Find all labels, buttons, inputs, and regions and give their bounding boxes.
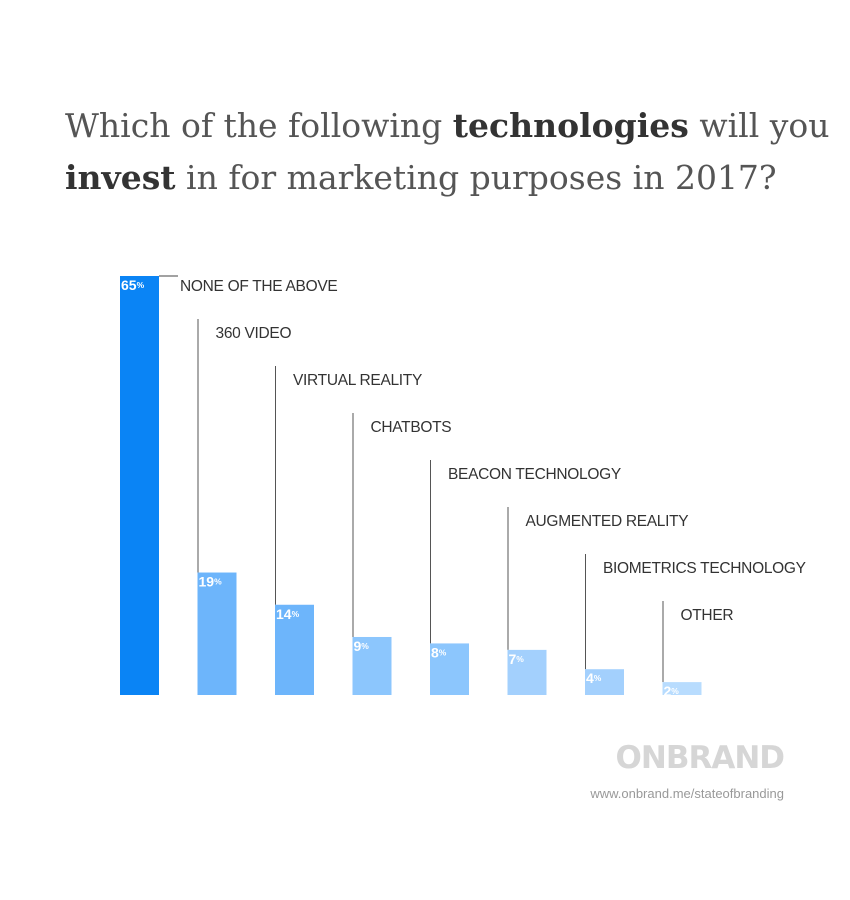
brand-url[interactable]: www.onbrand.me/stateofbranding — [590, 786, 784, 801]
title-text: Which of the following — [65, 106, 453, 145]
title-text: will you — [688, 106, 830, 145]
category-label: 360 VIDEO — [216, 325, 292, 342]
bar-value-label: 65% — [121, 277, 145, 293]
bar-value-label: 19% — [199, 574, 223, 590]
category-label: VIRTUAL REALITY — [293, 372, 422, 389]
chart-title: Which of the following technologies will… — [65, 100, 830, 204]
category-label: BEACON TECHNOLOGY — [448, 466, 621, 483]
bar-chart: 65% NONE OF THE ABOVE 19% 360 VIDEO 14% VIRTU… — [120, 275, 807, 699]
bar-value-label: 2% — [664, 683, 680, 699]
bar — [585, 669, 624, 695]
title-text: in for marketing purposes in 2017? — [175, 158, 777, 197]
category-label: BIOMETRICS TECHNOLOGY — [603, 560, 806, 577]
onbrand-logo: ONBRAND — [615, 740, 785, 776]
bar — [352, 636, 392, 695]
category-label: AUGMENTED REALITY — [526, 513, 689, 530]
bar-value-label: 8% — [431, 644, 447, 660]
bar — [430, 643, 469, 695]
title-emphasis: technologies — [452, 106, 689, 145]
bar-value-label: 7% — [509, 651, 525, 667]
title-emphasis: invest — [65, 158, 176, 197]
title-line-2: invest in for marketing purposes in 2017… — [65, 152, 805, 204]
title-line-1: Which of the following technologies will… — [65, 100, 830, 152]
category-label: OTHER — [681, 607, 734, 624]
bar-value-label: 4% — [586, 670, 602, 686]
bar — [662, 682, 702, 695]
bar-value-label: 14% — [276, 606, 300, 622]
bar-value-label: 9% — [354, 638, 370, 654]
category-label: CHATBOTS — [371, 419, 452, 436]
category-label: NONE OF THE ABOVE — [180, 278, 337, 295]
bar — [120, 276, 159, 695]
bar — [275, 604, 314, 695]
bar — [197, 572, 237, 695]
bar — [507, 649, 547, 695]
